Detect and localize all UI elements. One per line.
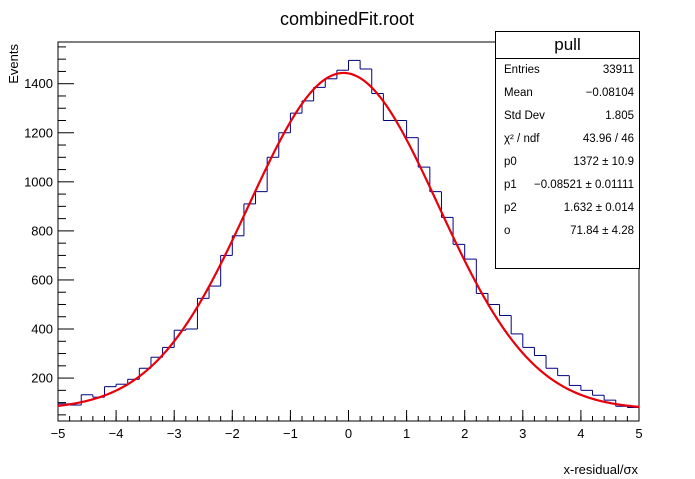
stats-value: −0.08521 ± 0.01111 (534, 179, 634, 191)
y-tick-label: 1000 (24, 174, 53, 189)
x-tick-label: 4 (577, 426, 584, 441)
x-tick-label: 1 (403, 426, 410, 441)
x-tick-label: 0 (345, 426, 352, 441)
stats-row: o 71.84 ± 4.28 (496, 220, 639, 243)
x-tick-label: −4 (109, 426, 124, 441)
stats-key: Std Dev (504, 110, 545, 122)
stats-value: 71.84 ± 4.28 (570, 225, 634, 237)
stats-title: pull (496, 32, 639, 59)
x-tick-label: 2 (461, 426, 468, 441)
stats-key: p0 (504, 156, 517, 168)
y-tick-label: 1200 (24, 125, 53, 140)
y-tick-label: 200 (31, 371, 53, 386)
y-axis-label: Events (6, 44, 21, 84)
chart-title: combinedFit.root (280, 9, 414, 29)
axes: −5 −4 −3 −2 −1 0 1 2 3 4 5 200 400 600 800 1000 1200 1400 (24, 46, 643, 441)
x-tick-label: 5 (635, 426, 642, 441)
stats-key: χ² / ndf (504, 133, 540, 145)
stats-rows: Entries 33911 Mean −0.08104 Std Dev 1.805 χ² /… (496, 59, 639, 243)
stats-row: χ² / ndf 43.96 / 46 (496, 128, 639, 151)
x-tick-label: −1 (283, 426, 298, 441)
stats-key: Mean (504, 87, 533, 99)
stats-row: Mean −0.08104 (496, 82, 639, 105)
stats-key: p2 (504, 202, 517, 214)
stats-box: pull Entries 33911 Mean −0.08104 Std Dev 1.80… (495, 31, 640, 269)
stats-row: Entries 33911 (496, 59, 639, 82)
y-tick-label: 400 (31, 322, 53, 337)
x-tick-label: 3 (519, 426, 526, 441)
fit-curve (57, 71, 640, 408)
y-tick-label: 800 (31, 223, 53, 238)
stats-row: p2 1.632 ± 0.014 (496, 197, 639, 220)
stats-value: 1.805 (605, 110, 634, 122)
x-tick-label: −3 (167, 426, 182, 441)
x-tick-label: −5 (51, 426, 66, 441)
stats-key: Entries (504, 64, 540, 76)
stats-value: 1372 ± 10.9 (573, 156, 634, 168)
stats-value: 1.632 ± 0.014 (563, 202, 634, 214)
stats-value: 43.96 / 46 (582, 133, 634, 145)
y-tick-label: 1400 (24, 76, 53, 91)
x-axis-label: x-residual/σx (564, 462, 639, 477)
y-tick-label: 600 (31, 272, 53, 287)
stats-row: Std Dev 1.805 (496, 105, 639, 128)
stats-key: p1 (504, 179, 517, 191)
stats-value: 33911 (602, 64, 634, 76)
x-tick-label: −2 (225, 426, 240, 441)
fit-line (57, 71, 640, 408)
stats-key: o (504, 225, 511, 237)
stats-row: p0 1372 ± 10.9 (496, 151, 639, 174)
stats-row: p1 −0.08521 ± 0.01111 (496, 174, 639, 197)
stats-value: −0.08104 (585, 87, 634, 99)
